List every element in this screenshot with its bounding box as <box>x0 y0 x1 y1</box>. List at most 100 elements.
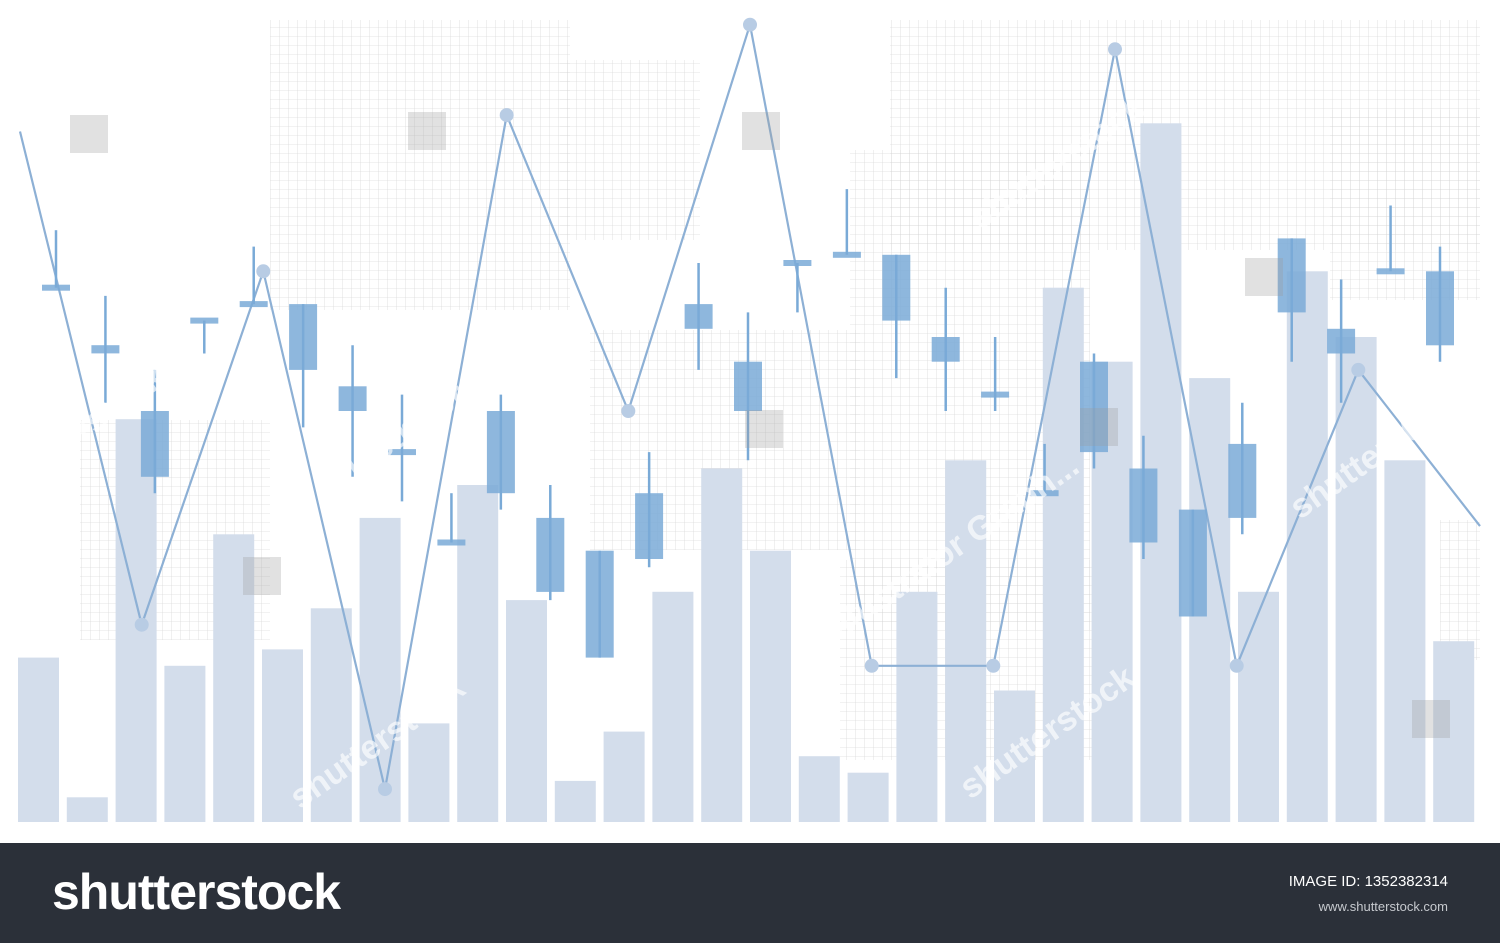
candle-body <box>42 284 70 291</box>
bar <box>262 649 303 822</box>
candle <box>882 254 911 379</box>
candle <box>783 260 812 313</box>
line-point <box>256 264 271 279</box>
candle <box>1178 509 1207 617</box>
candle-body <box>289 304 318 370</box>
bar <box>506 600 547 822</box>
bar <box>164 665 206 822</box>
candle <box>832 189 861 258</box>
watermark-icon <box>742 112 780 150</box>
candle <box>239 246 268 308</box>
candle <box>486 394 515 510</box>
candle <box>585 550 614 658</box>
candle-body <box>1327 328 1356 354</box>
line-point <box>378 782 392 797</box>
line-point <box>864 658 879 673</box>
candle <box>388 394 416 502</box>
candle-body <box>190 317 219 324</box>
candle-body <box>1277 238 1306 313</box>
bar <box>896 591 938 822</box>
bar <box>652 591 694 822</box>
grid-texture-block <box>560 60 700 240</box>
candle <box>635 452 664 568</box>
candle <box>190 317 219 354</box>
site-url: www.shutterstock.com <box>1318 899 1448 914</box>
line-layer <box>18 17 1481 797</box>
candle-body <box>1080 361 1108 453</box>
candle-body <box>734 361 762 411</box>
candles-layer <box>42 189 1454 658</box>
candle <box>289 304 318 428</box>
candle <box>140 369 169 494</box>
candle <box>1327 279 1356 403</box>
watermark-icon <box>1245 258 1283 296</box>
candle <box>734 312 762 461</box>
line-point <box>621 404 636 418</box>
candle-body <box>1178 509 1207 617</box>
candle <box>1080 353 1108 469</box>
grid-texture-block <box>1440 520 1480 660</box>
candle-body <box>536 517 565 592</box>
bar <box>310 608 352 822</box>
watermark-icon <box>70 115 108 153</box>
candle-body <box>486 411 515 494</box>
bar <box>1433 641 1475 822</box>
bar <box>213 534 255 822</box>
line-point <box>134 617 149 632</box>
candle <box>1376 205 1405 275</box>
bars-layer <box>18 123 1475 823</box>
candle-body <box>1129 468 1158 543</box>
candle <box>42 230 70 291</box>
watermark-icon <box>408 112 446 150</box>
bar <box>457 485 499 822</box>
candle-body <box>882 254 911 321</box>
watermark-icon <box>243 557 281 595</box>
bar <box>847 772 889 822</box>
bar <box>18 657 59 822</box>
candle <box>1228 402 1257 535</box>
candle-body <box>931 337 960 362</box>
bar <box>66 797 108 822</box>
candle-body <box>239 301 268 308</box>
candle-body <box>585 550 614 658</box>
candle <box>338 345 367 477</box>
bar <box>994 690 1035 822</box>
bar <box>798 756 840 822</box>
footer-bar: shutterstock IMAGE ID: 1352382314 www.sh… <box>0 843 1500 943</box>
brand-logo: shutterstock <box>52 864 341 920</box>
candle-body <box>1030 490 1059 497</box>
candle-body <box>635 493 664 559</box>
bar <box>1286 271 1328 822</box>
bar <box>1384 460 1426 822</box>
watermark-icon <box>745 410 783 448</box>
image-id-label: IMAGE ID: 1352382314 <box>1288 873 1448 890</box>
candle <box>536 485 565 601</box>
candle-body <box>140 411 169 477</box>
bar <box>701 468 743 822</box>
grid-texture-block <box>270 20 570 310</box>
bar <box>750 550 791 822</box>
bar <box>359 517 401 822</box>
bar <box>408 723 450 822</box>
candle-body <box>1228 443 1257 518</box>
candle-body <box>1426 271 1454 346</box>
bar <box>945 460 987 822</box>
line-point <box>743 17 757 32</box>
candle-body <box>684 304 713 329</box>
candle-body <box>91 345 120 354</box>
candle <box>1426 246 1454 362</box>
candle-body <box>981 391 1010 398</box>
candle <box>1030 443 1059 497</box>
line-point <box>1108 42 1122 57</box>
line-point <box>1229 658 1244 673</box>
candle-body <box>338 386 367 411</box>
candle <box>931 287 960 411</box>
line-point <box>1351 362 1366 377</box>
candle <box>981 337 1010 411</box>
line-point <box>986 658 1001 673</box>
candle-body <box>1376 268 1405 275</box>
grid-texture-block <box>1330 110 1480 300</box>
bar <box>554 780 596 822</box>
candle-body <box>832 251 861 258</box>
